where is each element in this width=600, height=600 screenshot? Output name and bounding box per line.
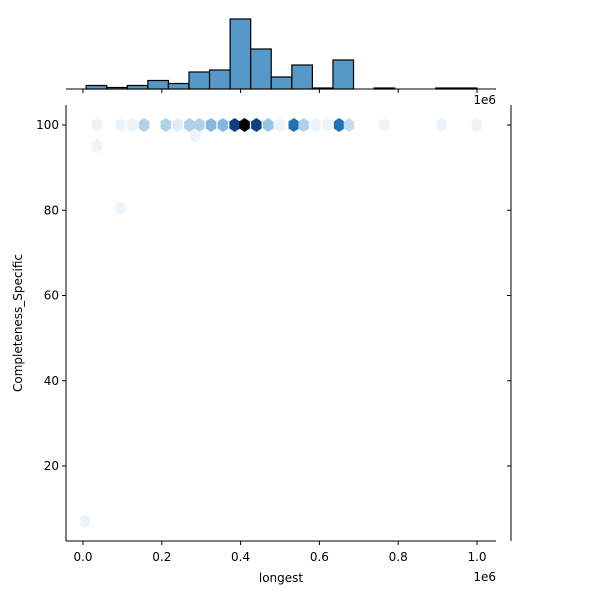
hexbin-cell [115, 201, 126, 216]
histogram-bar [250, 48, 272, 90]
hexbin-cell [217, 118, 229, 132]
hexbin-cell [322, 118, 333, 132]
x-offset-label: 1e6 [473, 570, 496, 584]
y-axis-ticks: 20 40 60 80 100 [36, 118, 66, 473]
histogram-bar [126, 84, 149, 90]
hexbin-cell [436, 118, 447, 132]
x-tick-label: 0.0 [73, 550, 92, 564]
histogram-bar [291, 64, 313, 90]
hexbin-cell [79, 514, 91, 529]
hexbin-cell [239, 118, 250, 132]
hexbin-cell [172, 118, 183, 132]
x-tick-label: 0.6 [310, 550, 329, 564]
top-hist-ticks [82, 89, 478, 93]
hexbin-cell [262, 118, 274, 132]
hexbin-cell [229, 118, 240, 132]
top-marginal-histogram [85, 18, 478, 90]
hexbin-cell [138, 118, 150, 132]
y-tick-label: 20 [44, 459, 59, 473]
hexbin-cell [298, 118, 309, 132]
y-tick-label: 80 [44, 203, 59, 217]
histogram-bar [167, 82, 190, 90]
hexbin-cell [471, 118, 483, 132]
top-offset-label: 1e6 [473, 93, 496, 107]
x-axis-ticks: 0.0 0.2 0.4 0.6 0.8 1.0 [73, 541, 487, 564]
x-tick-label: 1.0 [467, 550, 486, 564]
y-axis-label: Completeness_Specific [11, 254, 25, 392]
histogram-bar [332, 59, 355, 90]
histogram-bar [208, 69, 231, 90]
histogram-bar [229, 18, 252, 90]
hexbin-cell [251, 118, 262, 132]
hexbin-cell [127, 118, 138, 132]
hexbin-cell [190, 128, 201, 143]
x-tick-label: 0.4 [231, 550, 250, 564]
hexbin-cell [160, 118, 171, 132]
y-tick-label: 100 [36, 118, 59, 132]
x-tick-label: 0.2 [152, 550, 171, 564]
hexbin-cell [194, 118, 205, 132]
hexbin-cell [288, 118, 300, 132]
x-axis-label: longest [259, 571, 304, 585]
right-marginal-ticks [507, 124, 511, 467]
hexbin-cell [310, 118, 321, 132]
hexbin-cell [379, 118, 390, 132]
hexbin-cell [343, 118, 355, 132]
hexbin-cell [274, 118, 286, 132]
hexbin-cell [333, 118, 345, 132]
y-tick-label: 60 [44, 289, 59, 303]
histogram-bar [147, 79, 170, 90]
hexbin-cell [115, 118, 126, 132]
hexbin-cell [184, 118, 195, 132]
y-tick-label: 40 [44, 374, 59, 388]
hexbin-cell [91, 118, 103, 132]
histogram-bar [270, 76, 293, 90]
hexbin-layer [79, 118, 483, 529]
x-tick-label: 0.8 [389, 550, 408, 564]
histogram-bar [188, 71, 211, 90]
hexbin-cell [205, 118, 217, 132]
hexbin-cell [91, 139, 103, 154]
histogram-bar [85, 84, 108, 90]
